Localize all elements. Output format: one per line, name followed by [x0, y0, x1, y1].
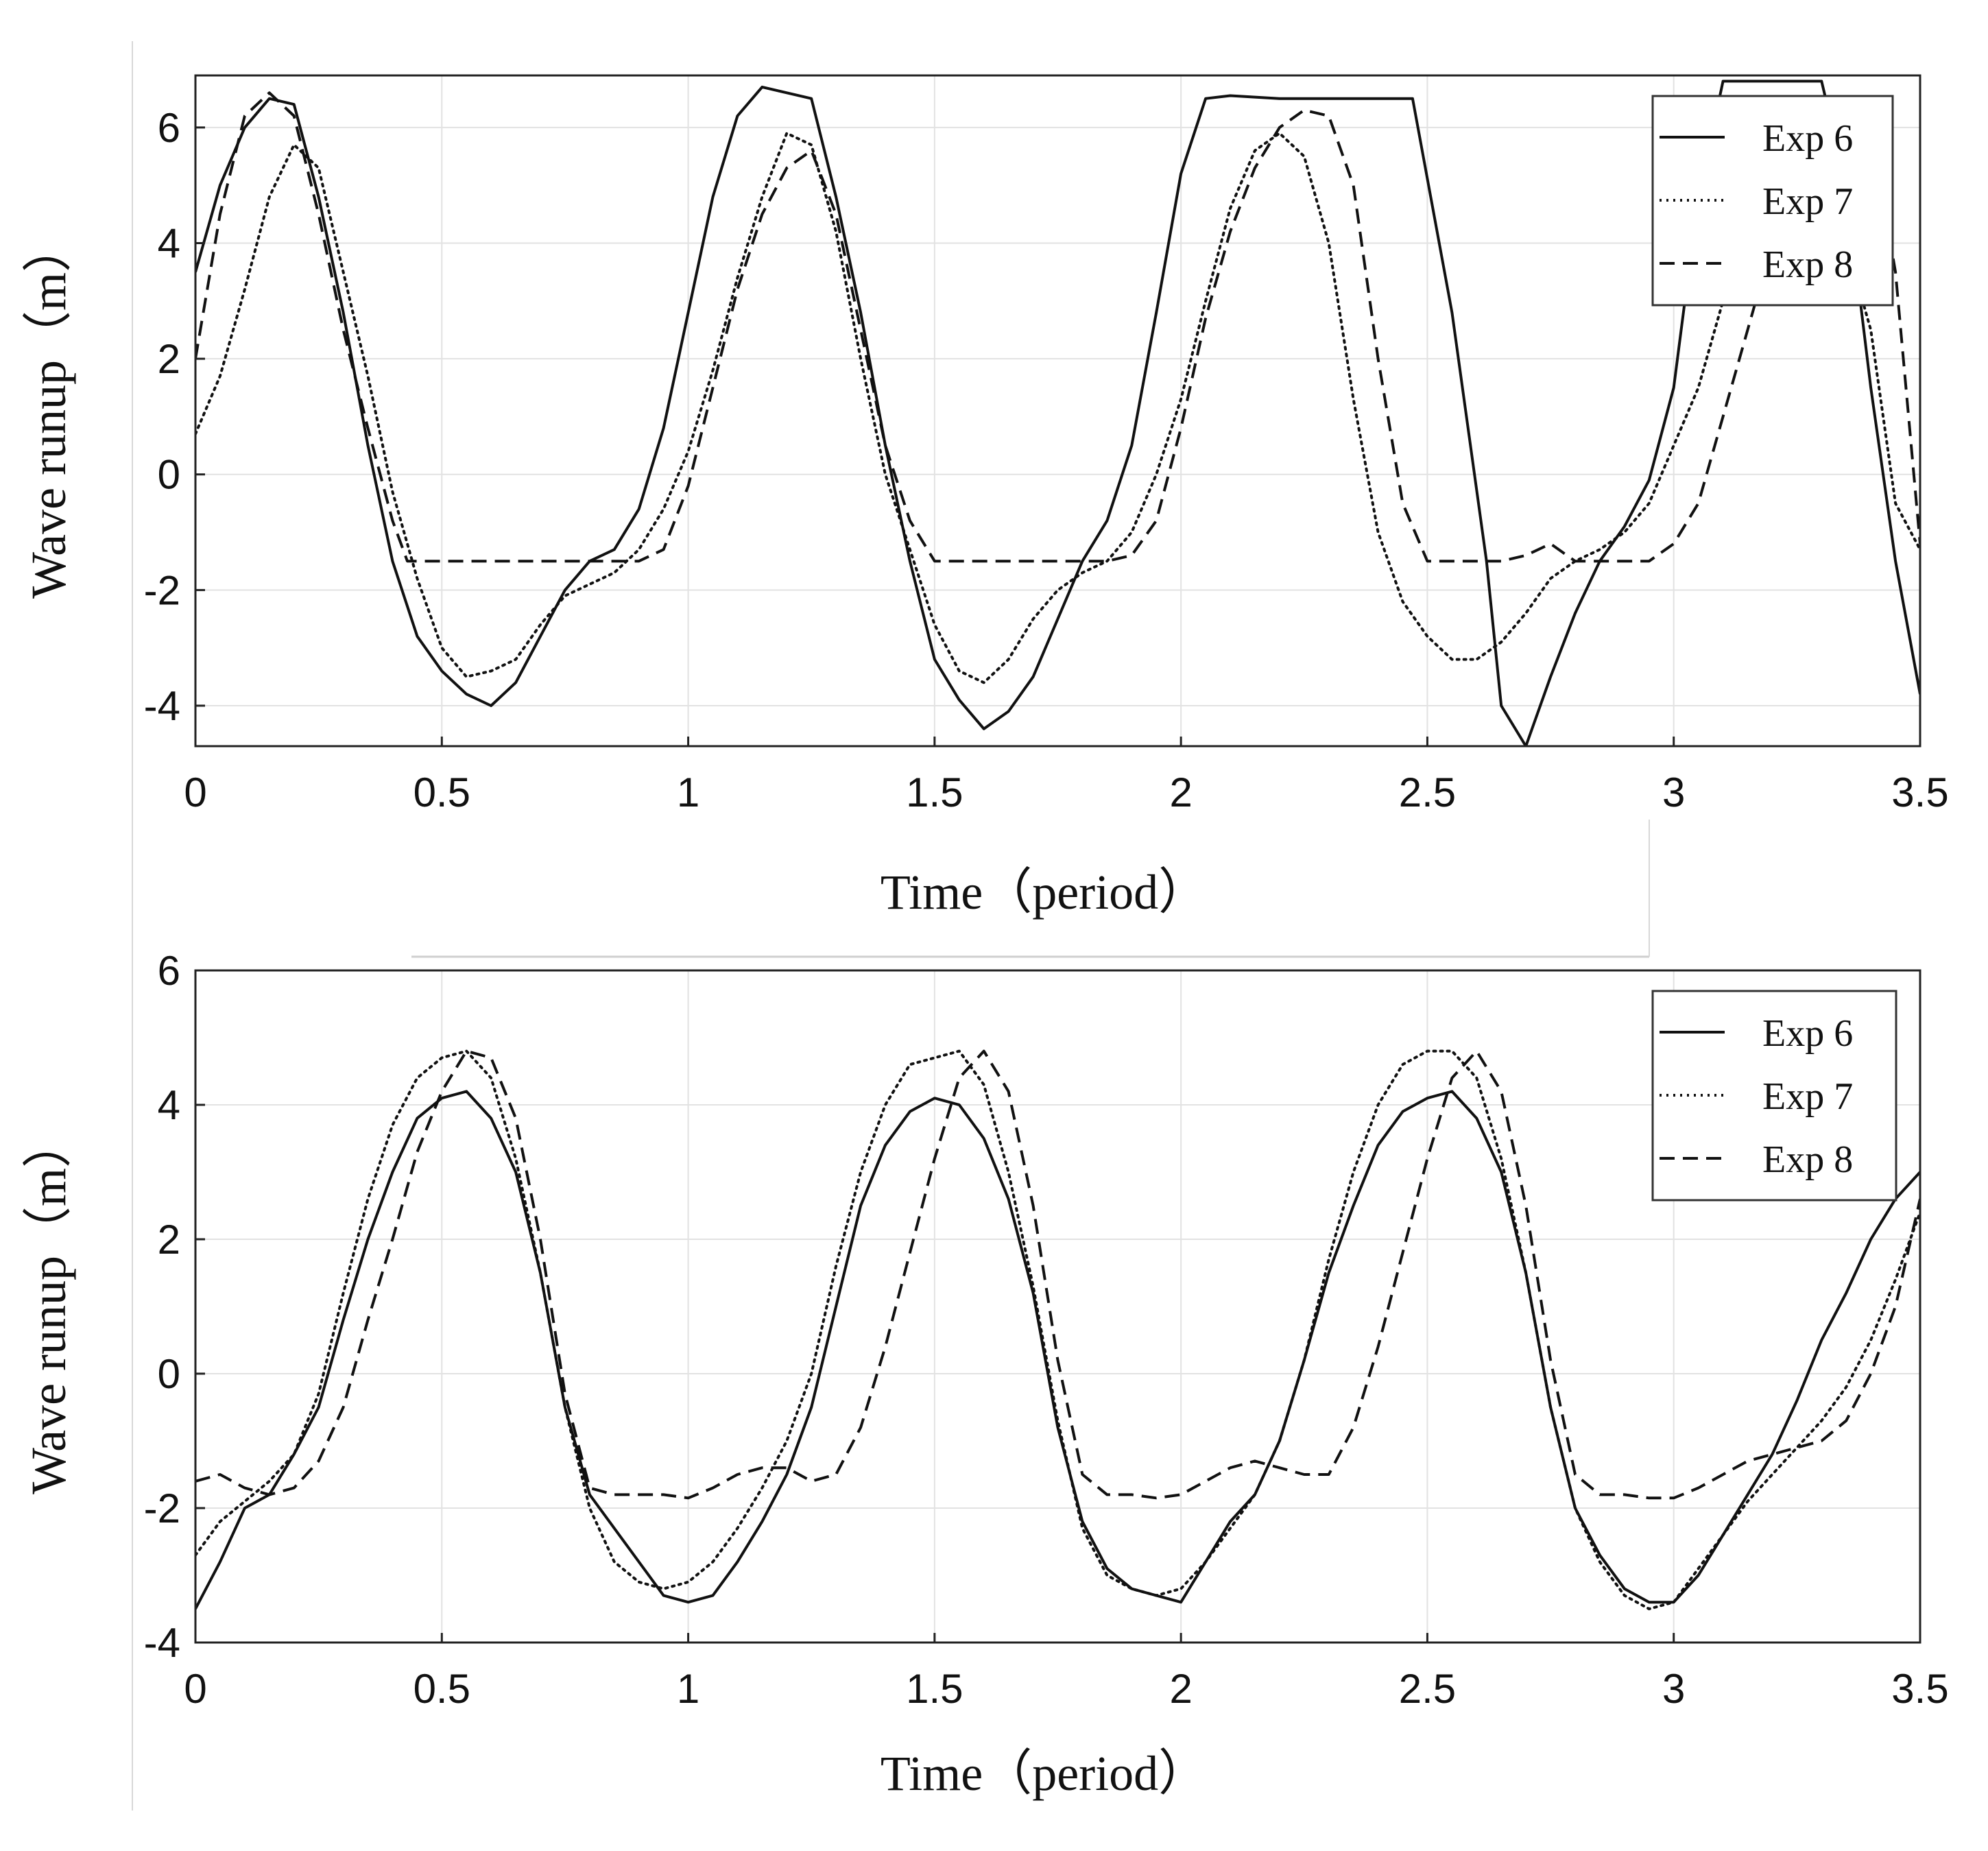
x-axis-label: Time（period）	[881, 1746, 1208, 1801]
series-line-exp-7	[195, 1049, 1920, 1610]
x-tick-label: 3.5	[1891, 1666, 1948, 1712]
y-axis-label: Wave runup（m）	[21, 223, 76, 599]
chart-bottom: 0 0.5 1 1.5 2 2.5 3 3.5 -4 -2 0 2 4 6 Time（period） Wave…	[21, 948, 1949, 1801]
series-line-exp-8	[195, 91, 1920, 563]
y-tick-label: 0	[158, 1351, 180, 1397]
y-tick-label: -2	[144, 1485, 180, 1531]
x-tick-label: 0	[184, 769, 206, 815]
y-tick-label: 6	[158, 948, 180, 994]
x-tick-label: 2	[1169, 1666, 1192, 1712]
y-tick-label: -2	[144, 567, 180, 613]
x-tick-label: 2.5	[1399, 1666, 1456, 1712]
legend-box	[1651, 95, 1894, 307]
x-tick-label: 3.5	[1891, 769, 1948, 815]
x-tick-label: 0	[184, 1666, 206, 1712]
legend-label: Exp 6	[1762, 1012, 1853, 1055]
y-tick-label: -4	[144, 1620, 180, 1666]
x-tick-label: 3	[1662, 1666, 1685, 1712]
x-axis-label: Time（period）	[881, 865, 1208, 920]
series-line-exp-7	[195, 132, 1920, 684]
series-line-exp-8	[195, 1049, 1920, 1500]
legend-label: Exp 8	[1762, 1138, 1853, 1181]
legend-label: Exp 7	[1762, 180, 1853, 223]
chart-top: 0 0.5 1 1.5 2 2.5 3 3.5 -4 -2 0 2 4 6 Time（period） Wave…	[21, 74, 1949, 920]
y-tick-label: 2	[158, 336, 180, 382]
y-tick-label: 4	[158, 221, 180, 267]
legend-label: Exp 6	[1762, 117, 1853, 160]
legend-label: Exp 7	[1762, 1075, 1853, 1118]
x-tick-label: 2	[1169, 769, 1192, 815]
series-line-exp-6	[195, 1090, 1920, 1610]
x-tick-label: 2.5	[1399, 769, 1456, 815]
x-tick-label: 1.5	[906, 1666, 963, 1712]
plot-frame	[194, 74, 1921, 748]
legend-box	[1651, 990, 1897, 1202]
y-tick-label: 4	[158, 1082, 180, 1128]
legend-label: Exp 8	[1762, 243, 1853, 286]
legend: Exp 6 Exp 7 Exp 8	[1651, 990, 1897, 1202]
y-tick-label: 2	[158, 1217, 180, 1263]
y-axis-label: Wave runup（m）	[21, 1119, 76, 1494]
x-tick-label: 0.5	[414, 769, 470, 815]
series-line-exp-6	[195, 80, 1920, 746]
x-tick-label: 0.5	[414, 1666, 470, 1712]
x-tick-label: 1	[677, 769, 699, 815]
x-tick-label: 1.5	[906, 769, 963, 815]
y-tick-label: 0	[158, 452, 180, 498]
x-tick-label: 3	[1662, 769, 1685, 815]
y-tick-label: 6	[158, 105, 180, 151]
legend: Exp 6 Exp 7 Exp 8	[1651, 95, 1894, 307]
y-tick-label: -4	[144, 683, 180, 729]
x-tick-label: 1	[677, 1666, 699, 1712]
plot-frame	[194, 969, 1921, 1644]
